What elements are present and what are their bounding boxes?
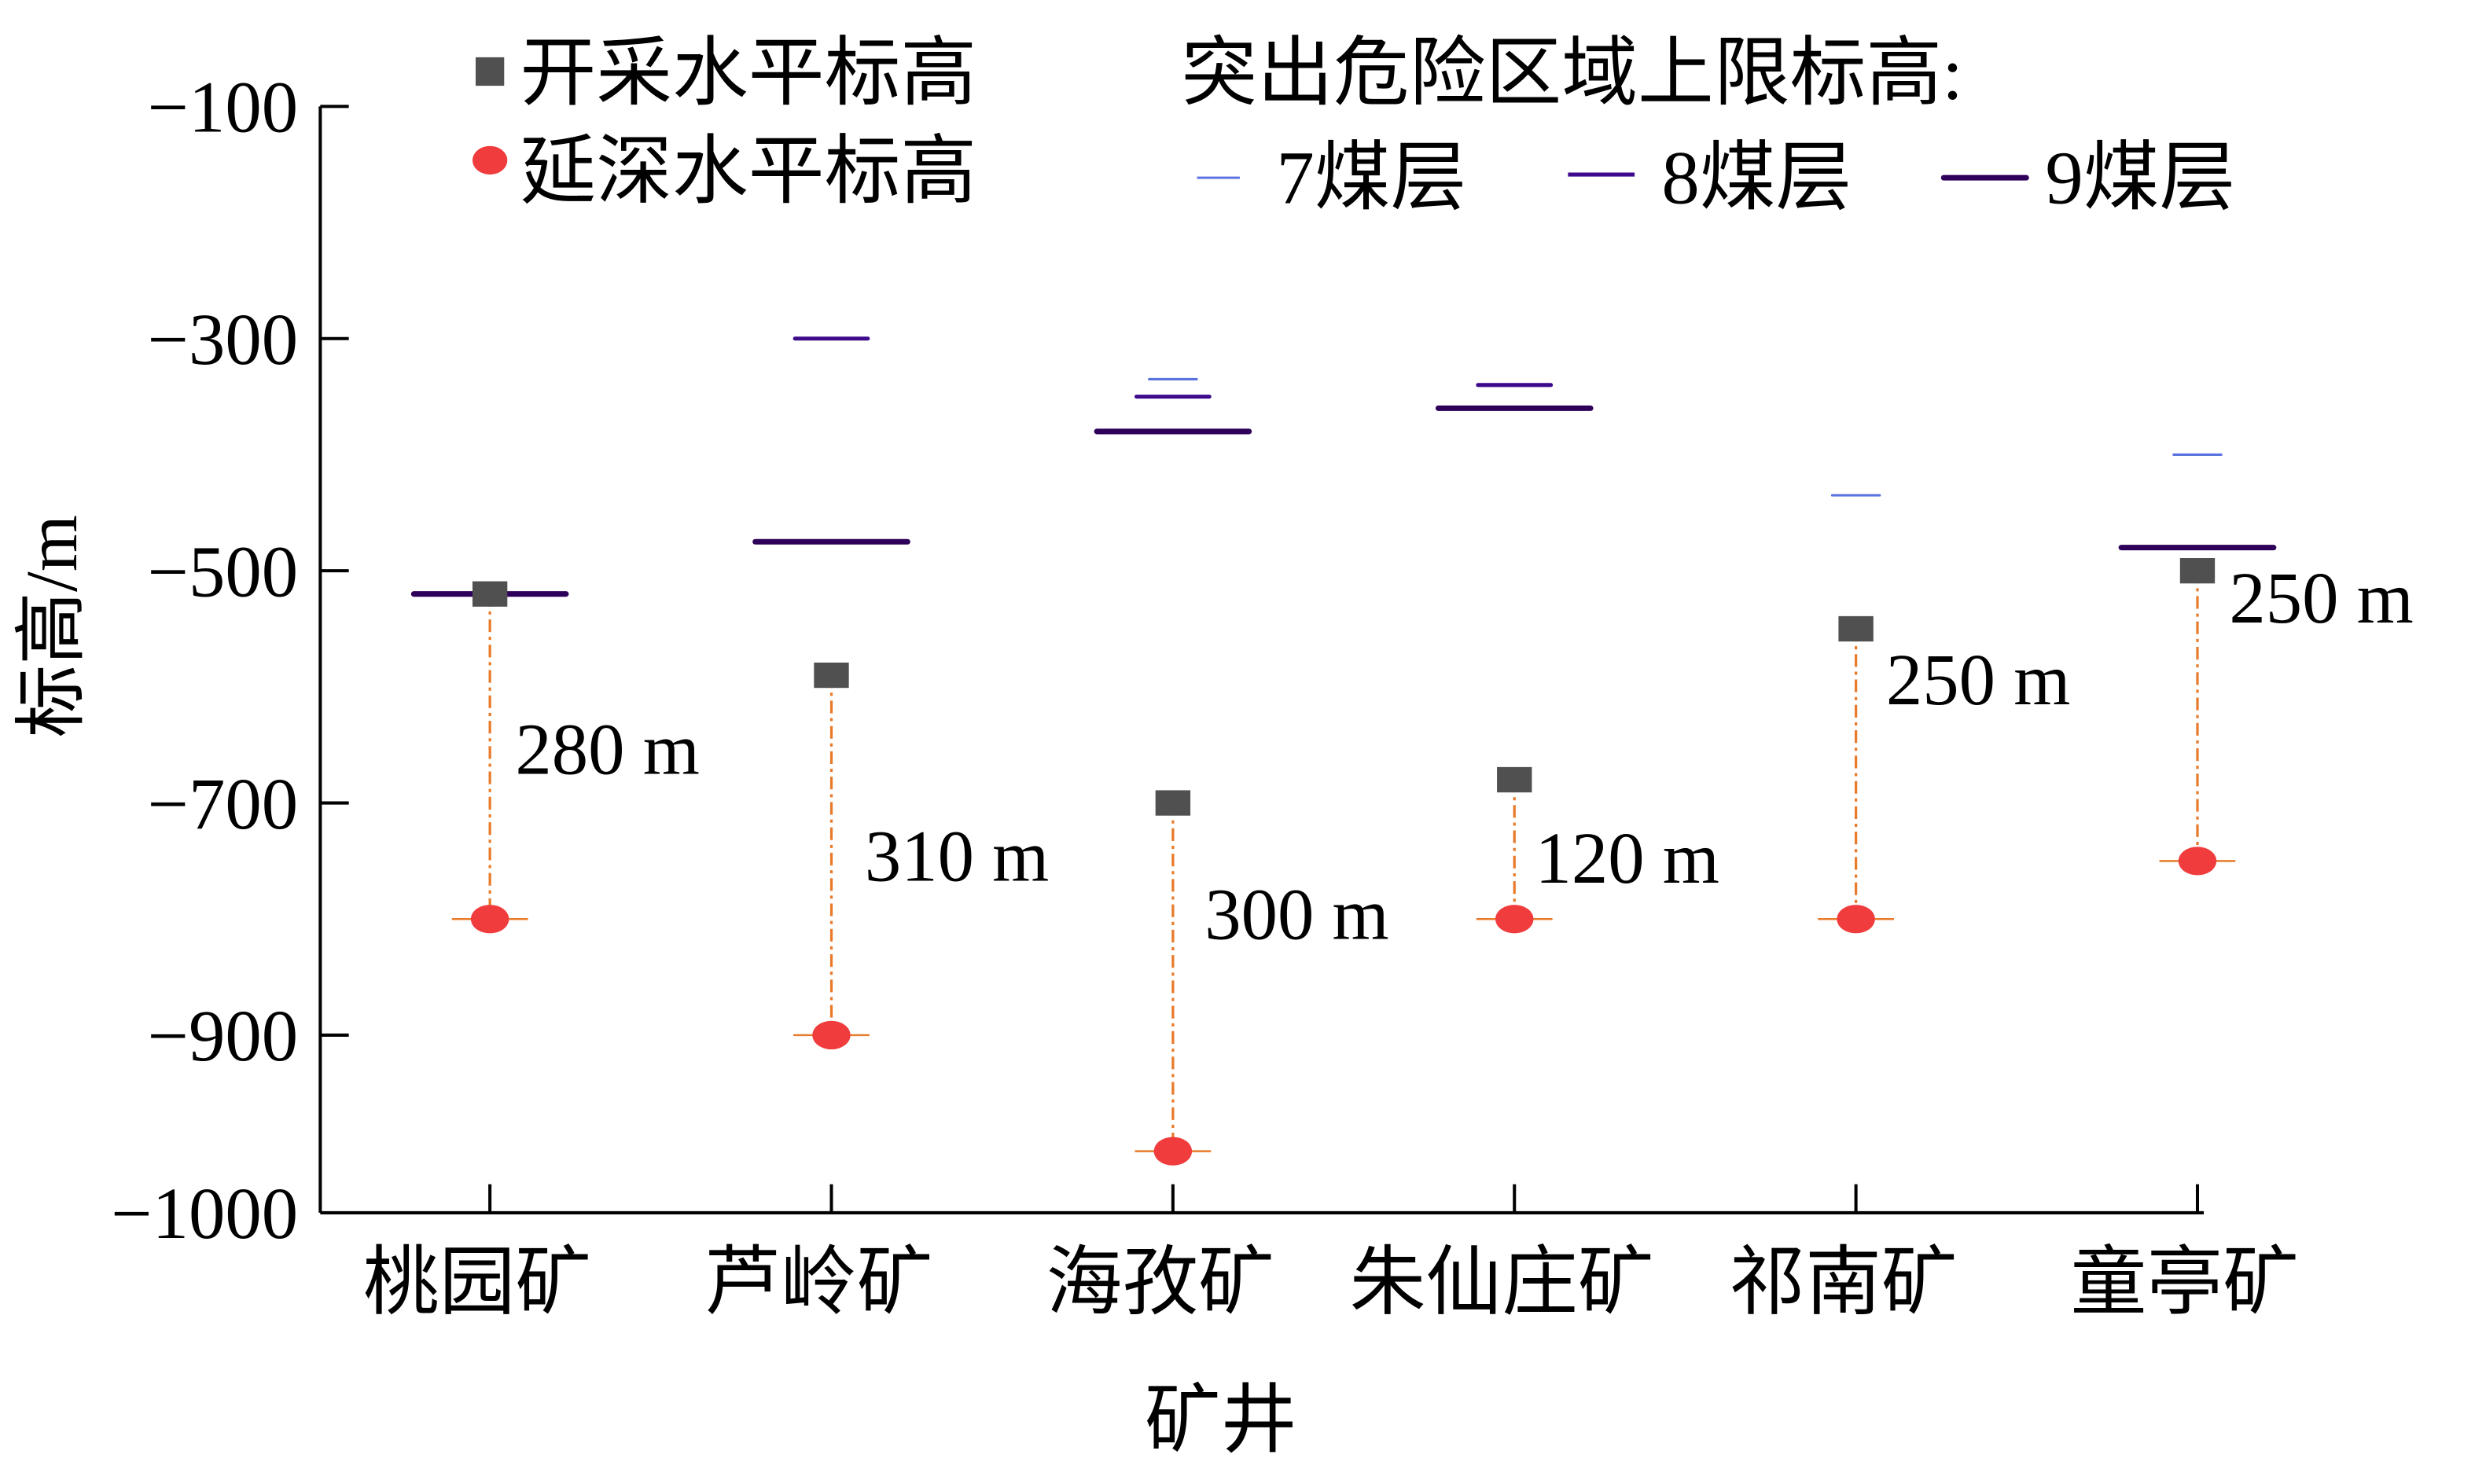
legend-label-deepening-level: 延深水平标高: [520, 129, 976, 213]
x-tick-label: 桃园矿: [363, 1240, 591, 1324]
x-tick-label: 芦岭矿: [704, 1240, 932, 1324]
depth-difference-label: 310 m: [865, 816, 1049, 897]
y-axis-label: 标高/m: [12, 515, 93, 737]
mining-level-point: [1155, 790, 1191, 816]
x-tick-label: 海孜矿: [1046, 1240, 1274, 1324]
deepening-level-point: [470, 905, 509, 934]
legend: 开采水平标高 延深水平标高 突出危险区域上限标高: 7煤层 8煤层 9煤层: [472, 31, 2235, 219]
legend-marker-deepening-level: [472, 145, 508, 175]
y-tick-label: −100: [148, 68, 298, 149]
x-tick-label: 祁南矿: [1729, 1240, 1957, 1324]
mining-level-point: [814, 662, 849, 689]
legend-label-seam-7: 7煤层: [1276, 135, 1466, 219]
y-tick-label: −900: [148, 996, 298, 1077]
x-axis-label: 矿井: [1145, 1378, 1297, 1462]
mining-level-point: [2179, 558, 2216, 584]
mining-level-point: [1838, 615, 1874, 642]
x-tick-label: 朱仙庄矿: [1350, 1240, 1654, 1324]
deepening-level-point: [1837, 905, 1875, 934]
deepening-level-point: [1495, 905, 1534, 934]
mining-level-point: [472, 581, 508, 607]
legend-label-mining-level: 开采水平标高: [520, 31, 976, 115]
x-tick-label: 童亭矿: [2071, 1240, 2299, 1324]
y-tick-label: −700: [148, 764, 298, 845]
depth-difference-label: 250 m: [2229, 558, 2413, 639]
legend-marker-mining-level: [475, 57, 505, 86]
deepening-level-point: [812, 1020, 851, 1050]
deepening-level-point: [2178, 847, 2217, 876]
depth-difference-label: 250 m: [1886, 640, 2070, 721]
depth-difference-label: 120 m: [1535, 818, 1719, 899]
legend-title-outburst: 突出危险区域上限标高:: [1181, 31, 1963, 115]
y-tick-label: −300: [148, 299, 298, 380]
depth-difference-label: 280 m: [515, 710, 699, 791]
plot-area: −100 −300 −500 −700 −900 −1000 桃园矿 芦岭矿 海孜矿 朱仙庄矿 祁南…: [111, 68, 2413, 1324]
y-tick-label: −500: [148, 531, 298, 612]
mining-level-point: [1497, 766, 1532, 793]
deepening-level-point: [1153, 1137, 1193, 1166]
legend-label-seam-8: 8煤层: [1661, 135, 1852, 219]
y-tick-label: −1000: [111, 1174, 298, 1254]
legend-label-seam-9: 9煤层: [2045, 135, 2235, 219]
depth-difference-label: 300 m: [1204, 875, 1388, 956]
